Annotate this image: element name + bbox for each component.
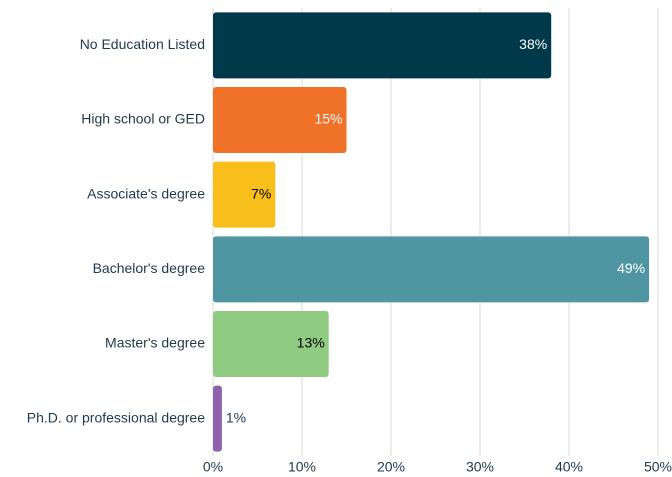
data-label: 38% [519, 36, 547, 52]
y-tick-label: High school or GED [81, 111, 205, 127]
bar [213, 385, 222, 452]
y-tick-label: Associate's degree [87, 185, 205, 201]
x-tick-label: 30% [466, 459, 494, 475]
y-tick-label: Master's degree [105, 335, 205, 351]
data-label: 7% [251, 185, 271, 201]
data-label: 1% [226, 409, 246, 425]
y-tick-label: Bachelor's degree [93, 260, 206, 276]
bar [213, 311, 329, 377]
x-tick-label: 0% [203, 459, 223, 475]
bar [213, 161, 276, 228]
data-label: 15% [314, 111, 342, 127]
x-tick-label: 20% [377, 459, 405, 475]
bar [213, 12, 552, 79]
x-tick-label: 50% [644, 459, 672, 475]
x-tick-label: 40% [555, 459, 583, 475]
data-label: 49% [617, 260, 645, 276]
data-label: 13% [297, 335, 325, 351]
bar [213, 236, 650, 303]
y-tick-label: No Education Listed [80, 36, 205, 52]
x-tick-label: 10% [288, 459, 316, 475]
y-tick-label: Ph.D. or professional degree [27, 409, 205, 425]
bar [213, 87, 347, 153]
